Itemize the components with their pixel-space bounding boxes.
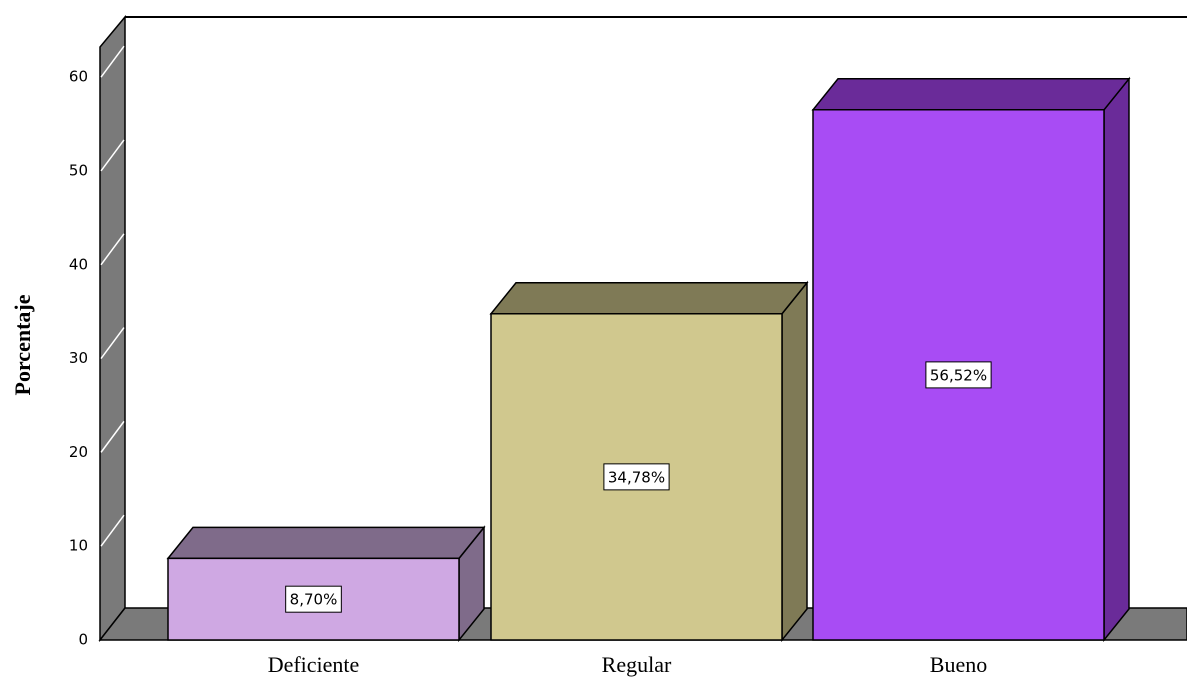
grid-line [100,233,125,266]
grid-line [100,327,125,360]
grid-line [100,514,125,547]
y-tick-label: 0 [78,631,88,649]
grid-line [100,420,125,453]
value-label-box [925,361,992,389]
value-label-box [285,585,342,613]
bar-side [1103,76,1130,643]
value-label-box [603,463,670,491]
value-label: 8,70% [290,591,338,609]
x-tick-label: Deficiente [268,652,360,677]
bar [489,280,809,643]
x-tick-label: Bueno [930,652,987,677]
y-tick-label: 60 [69,68,88,86]
y-tick-label: 50 [69,161,88,179]
y-tick-label: 20 [69,443,88,461]
bar [166,525,486,643]
value-label: 56,52% [930,366,987,384]
bar-side [781,280,808,643]
left-wall [99,14,126,643]
y-tick-label: 40 [69,255,88,273]
y-tick-label: 30 [69,349,88,367]
grid-line [100,139,125,172]
y-axis-label: Porcentaje [10,294,35,395]
bar [811,76,1131,643]
bar-top [811,78,1131,111]
bar-top [489,281,809,315]
x-tick-label: Regular [602,652,672,677]
y-tick-label: 10 [69,537,88,555]
bar-top [166,526,486,560]
grid-line [100,45,125,78]
value-label: 34,78% [608,468,665,486]
